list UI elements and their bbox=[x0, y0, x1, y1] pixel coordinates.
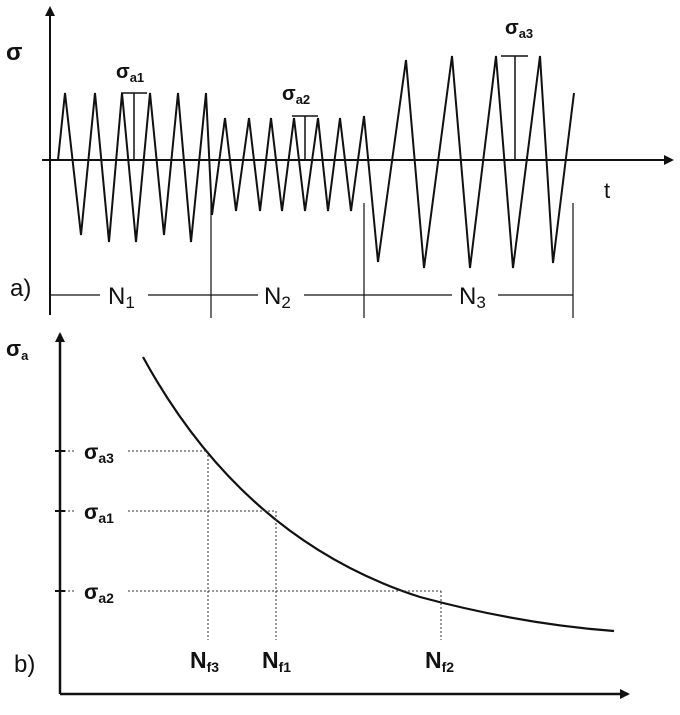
life-label-f3: Nf3 bbox=[190, 647, 219, 675]
life-label-f2: Nf2 bbox=[425, 647, 454, 675]
stress-level-label-a3: σa3 bbox=[84, 441, 114, 466]
panel-b-y-axis-label: σa bbox=[6, 336, 29, 363]
stress-level-label-a1: σa1 bbox=[84, 501, 114, 526]
panel-b-label: b) bbox=[14, 651, 35, 678]
panel-a: σ t a) σa1 σa2 σa3 bbox=[6, 6, 674, 318]
stress-level-label-a2: σa2 bbox=[84, 581, 114, 606]
amplitude-label-a3: σa3 bbox=[505, 17, 533, 41]
block-label-n2: N2 bbox=[264, 283, 291, 312]
block-label-n1: N1 bbox=[108, 283, 135, 312]
amplitude-label-a1: σa1 bbox=[116, 61, 144, 85]
amplitude-marker-a2 bbox=[292, 115, 318, 160]
sn-curve bbox=[142, 356, 615, 633]
panel-b: σa b) σa3 σa1 σa2 Nf3 Nf1 Nf2 bbox=[6, 332, 630, 699]
amplitude-marker-a3 bbox=[501, 55, 528, 160]
amplitude-marker-a1 bbox=[121, 92, 147, 160]
life-label-f1: Nf1 bbox=[262, 647, 291, 675]
block-label-n3: N3 bbox=[459, 283, 486, 312]
stress-time-signal bbox=[57, 55, 575, 269]
panel-a-x-axis-label: t bbox=[604, 178, 610, 203]
panel-a-label: a) bbox=[10, 275, 31, 302]
panel-a-y-axis-label: σ bbox=[6, 39, 22, 66]
amplitude-label-a2: σa2 bbox=[282, 83, 310, 107]
block-separators bbox=[210, 203, 574, 318]
axis-ticks bbox=[55, 450, 65, 592]
reference-lines bbox=[60, 450, 442, 640]
